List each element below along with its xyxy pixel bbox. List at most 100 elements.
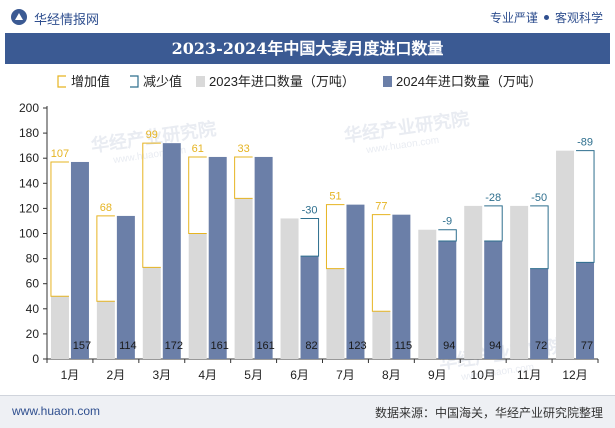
tagline: 专业严谨 客观科学 xyxy=(490,9,603,26)
bar-2023 xyxy=(326,268,345,359)
legend-label: 减少值 xyxy=(143,74,182,89)
difference-label: 68 xyxy=(100,202,112,214)
bar-2023 xyxy=(372,311,391,359)
y-tick-label: 200 xyxy=(19,101,39,115)
bar-2023 xyxy=(556,150,575,359)
bar-2023 xyxy=(280,218,299,359)
decrease-bracket xyxy=(576,150,595,263)
x-tick-label: 9月 xyxy=(428,368,447,382)
decrease-bracket xyxy=(438,229,457,242)
footer-url[interactable]: www.huaon.com xyxy=(12,404,101,418)
x-tick-label: 1月 xyxy=(61,368,80,382)
bar-2023 xyxy=(464,205,483,359)
y-tick-label: 160 xyxy=(19,151,39,165)
legend-label: 2023年进口数量（万吨） xyxy=(209,74,355,89)
top-bar: 华经情报网 专业严谨 客观科学 xyxy=(0,0,615,33)
bar-2023 xyxy=(50,296,69,359)
legend-decrease: 减少值 xyxy=(130,74,182,89)
legend-swatch-decrease xyxy=(130,75,139,88)
footer: www.huaon.com 数据来源：中国海关，华经产业研究院整理 xyxy=(0,395,615,428)
legend-label: 2024年进口数量（万吨） xyxy=(396,74,542,89)
legend-label: 增加值 xyxy=(71,74,110,89)
chart-title: 2023-2024年中国大麦月度进口数量 xyxy=(5,33,610,64)
value-label-2024: 157 xyxy=(73,340,91,352)
bar-2024 xyxy=(346,204,365,359)
bar-2024 xyxy=(438,241,457,359)
increase-bracket xyxy=(234,156,253,199)
bar-2024 xyxy=(70,161,89,359)
x-tick-label: 12月 xyxy=(562,368,587,382)
bar-2023 xyxy=(188,233,207,359)
x-tick-label: 3月 xyxy=(152,368,171,382)
difference-label: -89 xyxy=(577,137,593,149)
brand-name: 华经情报网 xyxy=(34,12,100,27)
y-tick-label: 20 xyxy=(26,327,40,341)
bar-2024 xyxy=(254,156,273,359)
value-label-2024: 114 xyxy=(119,340,137,352)
decrease-bracket xyxy=(530,205,549,270)
bar-2024 xyxy=(162,143,181,359)
chart-bars xyxy=(50,142,595,359)
tagline-left: 专业严谨 xyxy=(489,11,538,25)
chart-labels: 107 157 68 114 99 172 61 161 33 161 -30 82 51 123 77 11… xyxy=(51,129,593,352)
value-label-2024: 161 xyxy=(256,340,274,352)
value-label-2024: 161 xyxy=(211,340,229,352)
value-label-2024: 123 xyxy=(348,340,366,352)
x-tick-label: 10月 xyxy=(471,368,496,382)
bar-2024 xyxy=(300,256,319,359)
difference-label: 77 xyxy=(375,201,387,213)
value-label-2024: 94 xyxy=(489,340,501,352)
x-tick-label: 5月 xyxy=(244,368,263,382)
bar-2024 xyxy=(116,215,135,359)
difference-label: -28 xyxy=(485,192,501,204)
difference-label: -30 xyxy=(302,204,318,216)
y-tick-label: 80 xyxy=(26,252,40,266)
y-tick-label: 140 xyxy=(19,176,39,190)
value-label-2024: 72 xyxy=(535,340,547,352)
x-tick-label: 8月 xyxy=(382,368,401,382)
legend-2024: 2024年进口数量（万吨） xyxy=(383,74,542,89)
legend-increase: 增加值 xyxy=(57,74,110,89)
bar-2024 xyxy=(392,214,411,359)
decrease-bracket xyxy=(300,217,320,257)
y-tick-label: 60 xyxy=(26,277,40,291)
data-source: 数据来源：中国海关，华经产业研究院整理 xyxy=(374,406,603,420)
difference-label: -9 xyxy=(442,216,452,228)
y-tick-label: 120 xyxy=(19,201,39,215)
value-label-2024: 172 xyxy=(165,340,183,352)
legend-swatch-increase xyxy=(57,75,66,88)
value-label-2024: 115 xyxy=(395,340,413,352)
x-tick-label: 7月 xyxy=(336,368,355,382)
bar-2023 xyxy=(142,267,161,359)
increase-bracket xyxy=(371,214,391,312)
increase-bracket xyxy=(50,161,69,297)
bar-2023 xyxy=(510,205,529,359)
huajing-logo-icon xyxy=(11,9,27,25)
x-tick-label: 2月 xyxy=(107,368,126,382)
value-label-2024: 77 xyxy=(581,340,593,352)
increase-bracket xyxy=(96,215,115,302)
difference-label: 99 xyxy=(146,129,158,141)
y-tick-label: 100 xyxy=(19,227,39,241)
legend-swatch xyxy=(196,76,205,87)
legend-swatch xyxy=(383,76,392,87)
increase-bracket xyxy=(188,156,207,234)
difference-label: -50 xyxy=(531,192,547,204)
tagline-dot-icon xyxy=(543,15,549,20)
x-tick-label: 6月 xyxy=(290,368,309,382)
bar-2024 xyxy=(576,262,595,359)
difference-label: 33 xyxy=(238,143,250,155)
value-label-2024: 94 xyxy=(443,340,455,352)
x-tick-label: 4月 xyxy=(198,368,217,382)
decrease-bracket xyxy=(484,205,503,242)
bar-2023 xyxy=(96,301,115,359)
difference-label: 61 xyxy=(192,143,204,155)
legend-2023: 2023年进口数量（万吨） xyxy=(196,74,355,89)
difference-label: 107 xyxy=(51,148,69,160)
bar-2023 xyxy=(234,198,253,359)
chart-axes: 0 20 40 60 80 100 120 140 160 180 200 1月 2月 3月 4月 5月 6月 7… xyxy=(19,101,599,382)
bar-2024 xyxy=(530,268,549,359)
bar-2024 xyxy=(484,241,503,359)
bar-2023 xyxy=(418,229,437,359)
